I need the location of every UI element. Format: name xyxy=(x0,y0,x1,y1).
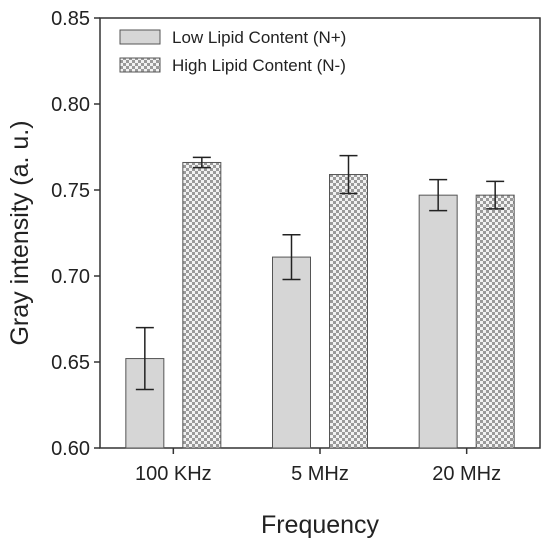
bars xyxy=(125,154,515,449)
bar xyxy=(182,161,222,449)
legend-swatch xyxy=(119,29,161,45)
x-tick-label: 20 MHz xyxy=(432,463,501,485)
legend-swatch xyxy=(119,57,161,73)
plot-frame xyxy=(99,17,541,449)
legend: Low Lipid Content (N+) High Lipid Content… xyxy=(119,28,346,75)
y-tick-label: 0.60 xyxy=(51,438,90,460)
bar xyxy=(475,194,515,449)
y-axis-title: Gray intensity (a. u.) xyxy=(6,120,34,345)
y-tick-label: 0.85 xyxy=(51,8,90,30)
bar xyxy=(418,194,458,449)
x-tick-label: 100 KHz xyxy=(135,463,212,485)
legend-label: Low Lipid Content (N+) xyxy=(172,28,346,47)
y-tick-label: 0.65 xyxy=(51,352,90,374)
x-tick-label: 5 MHz xyxy=(291,463,349,485)
y-tick-label: 0.80 xyxy=(51,94,90,116)
bar xyxy=(329,174,368,449)
legend-label: High Lipid Content (N-) xyxy=(172,56,346,75)
y-tick-label: 0.75 xyxy=(51,180,90,202)
x-axis-title: Frequency xyxy=(261,511,380,539)
y-tick-label: 0.70 xyxy=(51,266,90,288)
bar xyxy=(272,256,311,449)
axes: 0.60 0.65 0.70 0.75 0.80 0.85 100 KHz 5 MHz 20 M… xyxy=(51,8,541,485)
